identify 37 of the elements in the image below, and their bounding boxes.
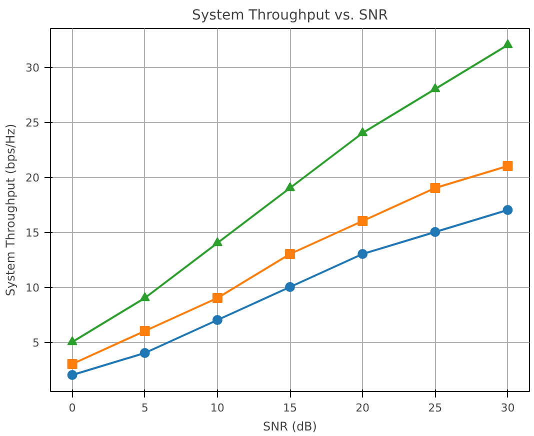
y-tick-label: 10 [26, 282, 40, 294]
y-tick-label: 25 [26, 116, 40, 130]
y-tick-label: 15 [26, 226, 40, 240]
y-tick-label: 5 [32, 336, 40, 350]
point [502, 205, 513, 215]
x-tick-label: 5 [141, 402, 148, 414]
point [67, 370, 78, 380]
point [430, 183, 440, 193]
point [502, 161, 513, 171]
y-tick-label: 30 [26, 62, 40, 74]
x-tick-label: 15 [283, 402, 297, 414]
point [67, 336, 78, 346]
x-tick-label: 20 [356, 402, 370, 414]
point [285, 282, 295, 292]
point [140, 292, 150, 302]
point [212, 237, 222, 246]
x-tick-label: 25 [428, 402, 442, 414]
x-tick-label: 10 [210, 402, 224, 414]
point [358, 127, 368, 136]
point [140, 326, 150, 336]
point [285, 182, 295, 192]
x-axis-title: SNR (dB) [263, 420, 317, 434]
point [67, 359, 78, 369]
point [430, 227, 440, 237]
y-axis-title: System Throughput (bps/Hz) [4, 124, 18, 296]
point [212, 293, 222, 303]
point [502, 39, 513, 48]
point [140, 348, 150, 358]
point [285, 249, 295, 259]
point [212, 315, 222, 325]
point [358, 249, 368, 259]
x-tick-label: 30 [500, 402, 515, 414]
y-tick-label: 20 [26, 172, 40, 184]
point [430, 83, 440, 92]
x-tick-label: 0 [68, 402, 76, 414]
chart-title: System Throughput vs. SNR [192, 8, 388, 24]
point [358, 216, 368, 226]
